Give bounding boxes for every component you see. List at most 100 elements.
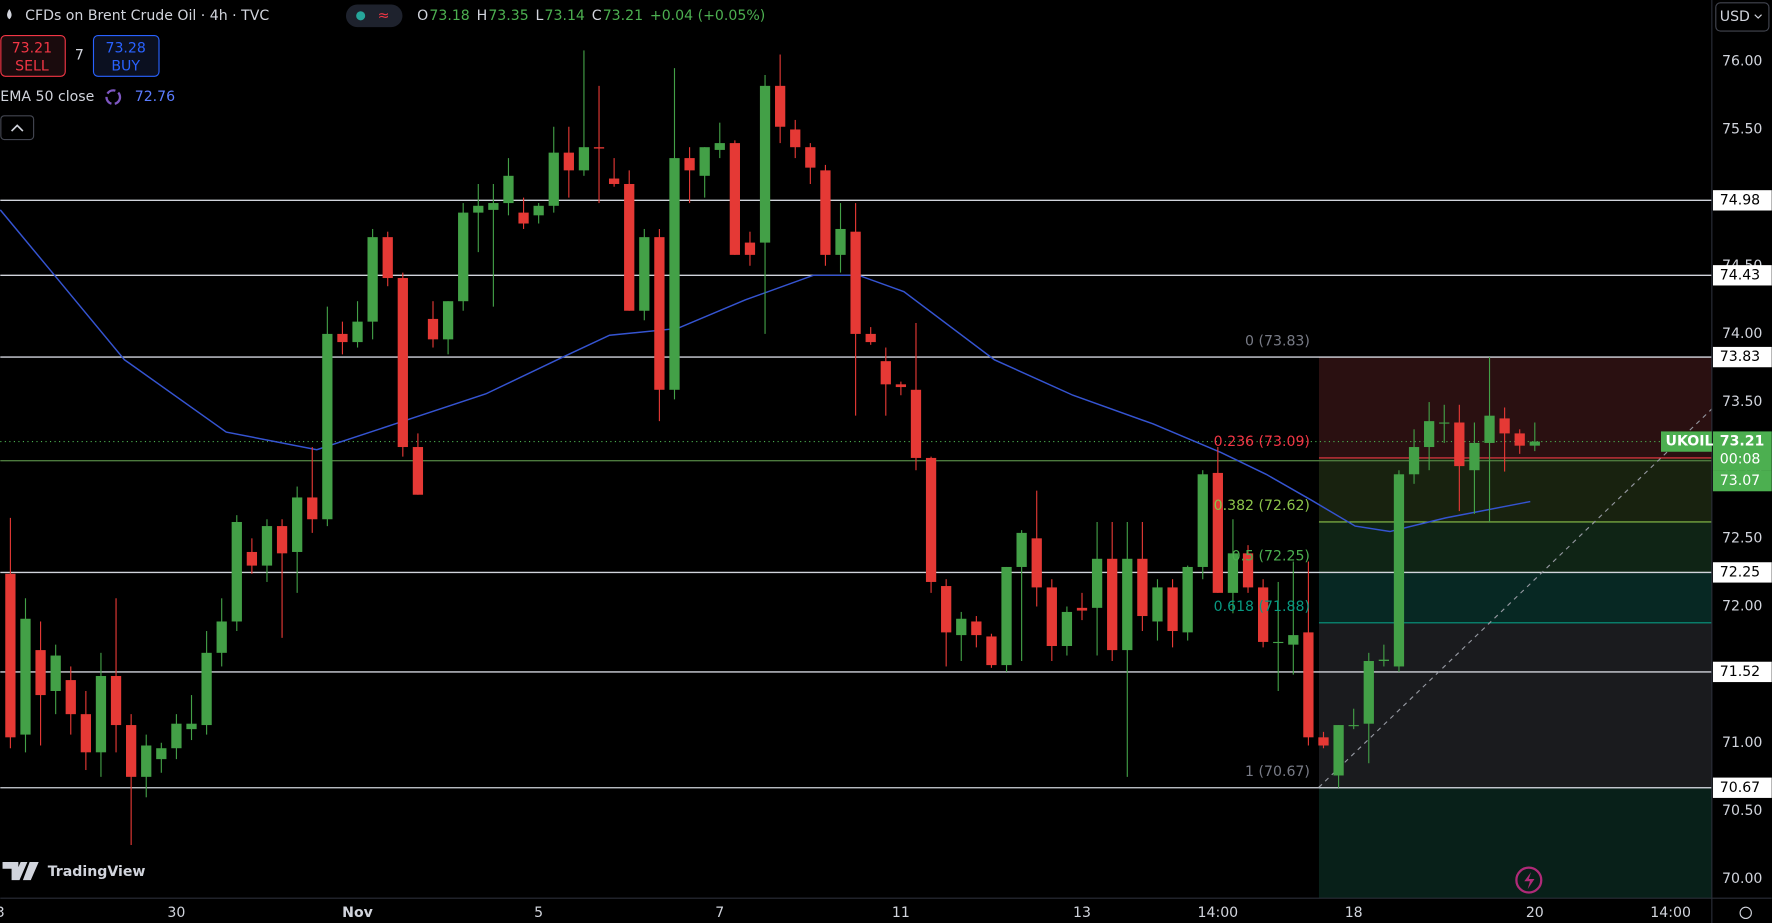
candle-body [1091, 558, 1103, 608]
candle-body [1469, 442, 1480, 471]
last-price-label: 73.21 [1720, 434, 1765, 450]
ohlc-value: 73.18 [429, 8, 469, 24]
level-label: 73.07 [1720, 473, 1760, 489]
indicator-name: EMA 50 close [0, 89, 94, 105]
sell-price: 73.21 [12, 41, 52, 57]
time-axis: 3 30 Nov 5 7 11 13 14:00 18 20 14:00 [0, 905, 1691, 921]
symbol-title: CFDs on Brent Crude Oil · 4h · TVC [25, 8, 269, 24]
candle-body [1484, 415, 1495, 443]
y-tick-label: 70.00 [1722, 871, 1762, 887]
candle-body [669, 158, 680, 390]
ohlc-legend: O 73.18 H 73.35 L 73.14 C 73.21 +0.04 (+0.05%) [417, 8, 765, 24]
candle-body [412, 447, 424, 495]
candle-body [1499, 418, 1510, 434]
candle-body [880, 361, 891, 385]
status-icon: ≈ [378, 8, 390, 24]
candle-body [775, 85, 786, 127]
y-tick-label: 74.00 [1722, 326, 1762, 342]
indicator-icon[interactable] [105, 89, 122, 106]
alert-icon[interactable] [1515, 866, 1543, 894]
ohlc-key: C [592, 8, 602, 24]
candle-body [1227, 553, 1239, 593]
candle-body [20, 618, 31, 735]
candle-body [382, 237, 393, 279]
candle-body [141, 745, 152, 777]
x-tick-label: 13 [1073, 905, 1091, 921]
candle-body [458, 212, 469, 302]
level-tag [1712, 265, 1772, 286]
settings-icon[interactable] [1739, 906, 1752, 920]
candle-body [1107, 558, 1118, 651]
ohlc-value: 73.35 [488, 8, 528, 24]
x-tick-label: 20 [1526, 905, 1544, 921]
candle-body [820, 170, 831, 255]
level-tag [1712, 470, 1772, 492]
candle-body [1514, 433, 1525, 446]
candle-body [699, 147, 710, 176]
spread: 7 [75, 47, 84, 63]
y-tick-label: 73.50 [1722, 394, 1762, 410]
fib-zone [1318, 622, 1712, 788]
collapse-button[interactable] [0, 115, 35, 141]
y-tick-label: 75.50 [1722, 121, 1762, 137]
level-tag [1712, 777, 1772, 798]
sell-button[interactable] [0, 35, 66, 77]
x-tick-label: 3 [0, 905, 5, 921]
candle-body [850, 231, 861, 334]
fib-label: 0.236 (73.09) [1214, 434, 1310, 450]
candle-body [759, 85, 771, 243]
candle-body [427, 318, 439, 340]
candle-body [488, 203, 499, 210]
candle-body [1182, 566, 1193, 633]
sell-label: SELL [15, 59, 49, 75]
x-tick-label: 11 [892, 905, 910, 921]
indicator-value: 72.76 [135, 89, 175, 105]
candle-body [608, 178, 620, 184]
candle-body [231, 521, 242, 622]
brand: TradingView [48, 864, 146, 880]
fib-label: 0.382 (72.62) [1214, 498, 1310, 514]
candle-body [126, 725, 137, 777]
x-tick-label: 14:00 [1198, 905, 1239, 921]
trend-line [1318, 408, 1713, 788]
candle-body [1076, 607, 1088, 611]
candle-body [80, 714, 91, 753]
candle-body [578, 147, 590, 171]
ohlc-value: 73.14 [545, 8, 585, 24]
candle-body [563, 152, 574, 171]
ema-line [0, 209, 1531, 533]
candle-body [186, 723, 197, 730]
candle-body [1288, 635, 1299, 645]
candle-body [835, 228, 846, 255]
y-tick-label: 76.00 [1722, 53, 1762, 69]
y-tick-label: 70.50 [1722, 803, 1762, 819]
candle-body [35, 650, 46, 696]
candle-body [1197, 474, 1208, 567]
candle-body [971, 621, 982, 636]
ohlc-key: O [417, 8, 428, 24]
candle-body [292, 497, 303, 552]
drop-icon [7, 9, 12, 20]
candle-body [654, 237, 665, 390]
fib-label: 1 (70.67) [1245, 764, 1310, 780]
candle-body [1378, 659, 1390, 662]
price-axis: 70.0070.5071.0071.5072.0072.5073.0073.50… [1661, 53, 1772, 887]
candle-body [624, 183, 635, 311]
candle-body [261, 526, 273, 566]
ohlc-value: 73.21 [603, 8, 643, 24]
candle-body [729, 143, 740, 255]
candle-body [367, 237, 378, 322]
candle-body [1424, 421, 1435, 448]
candle-body [397, 278, 408, 448]
candle-body [1529, 441, 1540, 446]
candle-body [1333, 725, 1344, 776]
currency-select[interactable] [1715, 2, 1770, 32]
buy-button[interactable] [92, 35, 160, 77]
candle-body [322, 333, 333, 520]
candle-body [805, 147, 816, 168]
candle-body [714, 143, 725, 150]
candle-body [65, 680, 76, 715]
candle-body [473, 205, 484, 213]
buy-price: 73.28 [105, 41, 145, 57]
ohlc-key: H [477, 8, 488, 24]
